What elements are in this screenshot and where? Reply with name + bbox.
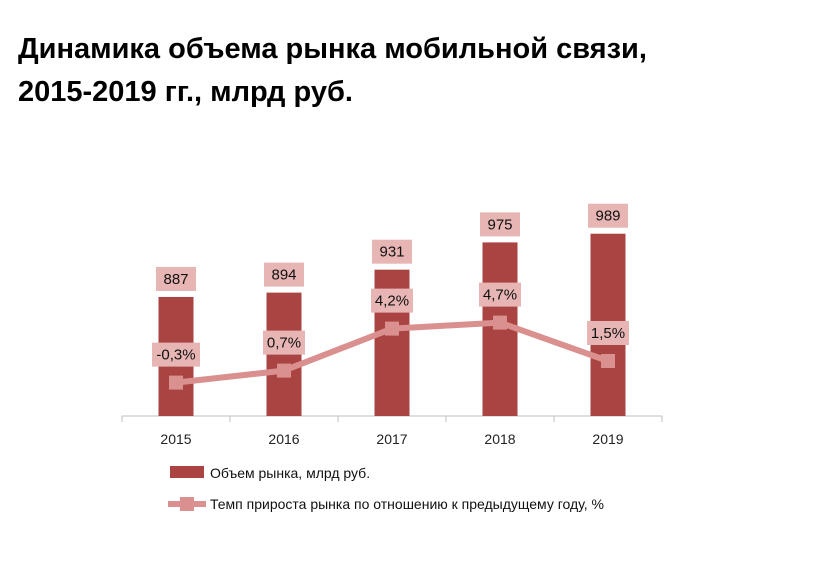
growth-rate-label: 4,7% [483,287,517,304]
growth-rate-label: 0,7% [267,335,301,352]
growth-rate-marker [601,354,615,368]
growth-rate-label-box [479,282,521,307]
growth-rate-label-box [587,321,629,345]
x-axis-tick-label: 2016 [268,431,299,447]
legend-line-marker [180,497,194,511]
growth-rate-label: 1,5% [591,325,625,342]
bar-value-label: 975 [487,216,512,233]
growth-rate-label-box [152,342,200,367]
x-axis-tick-label: 2019 [592,431,623,447]
bar-value-label-box [372,239,412,264]
growth-rate-marker [493,315,507,330]
bar-value-label: 894 [271,267,296,284]
bar-value-label-box [588,203,628,228]
chart-title-line-2: 2015-2019 гг., млрд руб. [18,76,353,108]
legend: Объем рынка, млрд руб. Темп прироста рынк… [168,465,604,512]
legend-line-label: Темп прироста рынка по отношению к преды… [210,496,604,512]
bar-value-label: 989 [595,208,620,225]
growth-rate-marker [169,375,183,390]
growth-rate-marker [277,363,291,378]
bar-value-label-box [264,262,304,287]
chart-title: Динамика объема рынка мобильной связи, 2… [18,28,798,114]
growth-rate-marker [385,321,399,336]
growth-rate-label: -0,3% [156,347,195,364]
growth-rate-label: 4,2% [375,293,409,310]
growth-rate-label-box [371,288,413,313]
bar-value-label: 887 [163,271,188,288]
bar-value-label-box [480,212,520,237]
chart-title-line-1: Динамика объема рынка мобильной связи, [18,33,647,65]
x-axis-tick-label: 2017 [376,431,407,447]
x-axis-tick-label: 2015 [160,431,191,447]
bar-value-label: 931 [379,244,404,261]
x-axis-tick-label: 2018 [484,431,515,447]
bar-value-label-box [156,266,196,291]
legend-bar-swatch [170,466,204,478]
legend-bar-label: Объем рынка, млрд руб. [210,465,370,481]
growth-rate-label-box [263,330,305,355]
